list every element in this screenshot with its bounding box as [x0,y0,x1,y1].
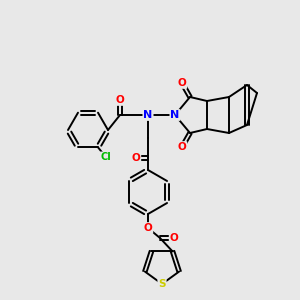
Text: O: O [178,142,186,152]
Text: O: O [169,233,178,243]
Text: Cl: Cl [100,152,111,162]
Text: N: N [143,110,153,120]
Text: S: S [158,279,166,289]
Text: O: O [144,223,152,233]
Text: O: O [178,78,186,88]
Text: N: N [170,110,180,120]
Text: O: O [132,153,140,163]
Text: O: O [116,95,124,105]
